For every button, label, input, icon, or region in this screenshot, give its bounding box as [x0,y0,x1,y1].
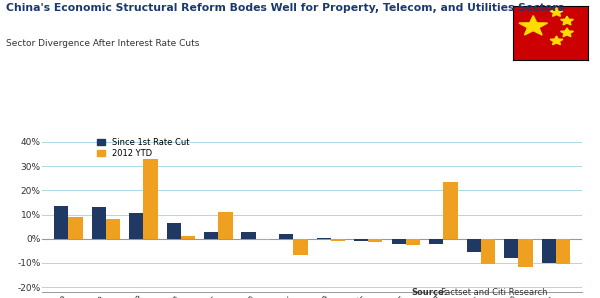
Polygon shape [550,7,563,16]
Bar [392,239,406,244]
Bar [443,182,458,239]
Bar [279,234,293,239]
Bar [331,239,345,241]
Bar [106,219,120,239]
Bar [91,207,106,239]
Bar [429,239,443,244]
Bar [181,236,195,239]
Bar [143,159,157,239]
Bar [556,239,570,264]
Bar [204,232,218,239]
Bar [481,239,495,264]
Bar [54,206,68,239]
Bar [518,239,533,267]
Bar [293,239,308,254]
Text: Factset and Citi Research: Factset and Citi Research [441,288,548,297]
Text: Source:: Source: [411,288,447,297]
Bar [542,239,556,263]
Bar [256,239,270,240]
Text: Sector Divergence After Interest Rate Cuts: Sector Divergence After Interest Rate Cu… [6,39,199,48]
Bar [241,232,256,239]
Bar [368,239,383,242]
Bar [68,217,83,239]
Polygon shape [560,28,574,37]
Legend: Since 1st Rate Cut, 2012 YTD: Since 1st Rate Cut, 2012 YTD [97,138,189,158]
Polygon shape [560,16,574,25]
Bar [354,239,368,241]
Bar [129,213,143,239]
Bar [317,238,331,239]
Text: China's Economic Structural Reform Bodes Well for Property, Telecom, and Utiliti: China's Economic Structural Reform Bodes… [6,3,564,13]
Polygon shape [550,36,563,45]
Polygon shape [519,15,548,35]
Bar [467,239,481,252]
Bar [406,239,420,245]
Bar [504,239,518,258]
Bar [218,212,233,239]
Bar [167,223,181,239]
